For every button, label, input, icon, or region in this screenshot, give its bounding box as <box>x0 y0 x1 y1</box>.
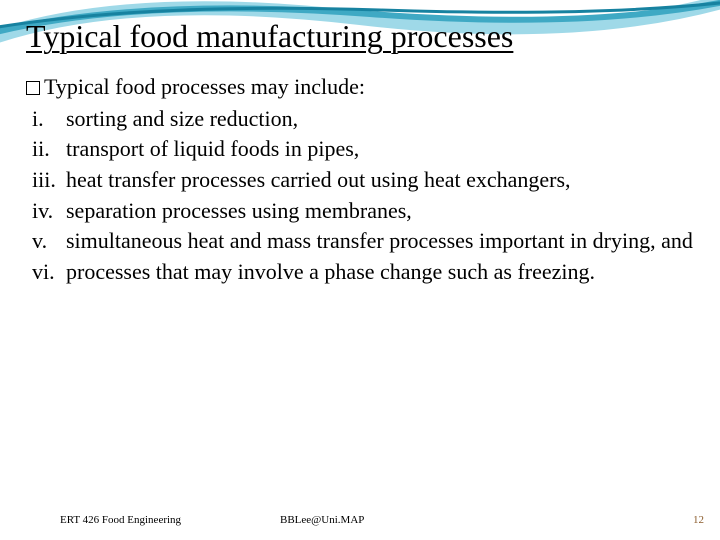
process-list: i. sorting and size reduction, ii. trans… <box>26 104 694 287</box>
footer-course: ERT 426 Food Engineering <box>60 514 181 526</box>
intro-line: Typical food processes may include: <box>26 72 694 102</box>
list-text: sorting and size reduction, <box>66 104 694 134</box>
slide-footer: ERT 426 Food Engineering BBLee@Uni.MAP 1… <box>0 504 720 526</box>
list-item: v. simultaneous heat and mass transfer p… <box>26 226 694 256</box>
list-text: heat transfer processes carried out usin… <box>66 165 694 195</box>
list-numeral: iii. <box>26 165 66 195</box>
list-item: iv. separation processes using membranes… <box>26 196 694 226</box>
list-text: simultaneous heat and mass transfer proc… <box>66 226 694 256</box>
list-text: transport of liquid foods in pipes, <box>66 134 694 164</box>
list-numeral: v. <box>26 226 66 256</box>
list-text: separation processes using membranes, <box>66 196 694 226</box>
list-text: processes that may involve a phase chang… <box>66 257 694 287</box>
list-numeral: ii. <box>26 134 66 164</box>
slide-title: Typical food manufacturing processes <box>26 18 513 55</box>
square-bullet-icon <box>26 81 40 95</box>
list-item: vi. processes that may involve a phase c… <box>26 257 694 287</box>
footer-page-number: 12 <box>693 514 704 526</box>
list-item: ii. transport of liquid foods in pipes, <box>26 134 694 164</box>
list-numeral: iv. <box>26 196 66 226</box>
list-item: iii. heat transfer processes carried out… <box>26 165 694 195</box>
list-item: i. sorting and size reduction, <box>26 104 694 134</box>
list-numeral: vi. <box>26 257 66 287</box>
footer-author: BBLee@Uni.MAP <box>280 514 364 526</box>
slide-body: Typical food processes may include: i. s… <box>26 72 694 288</box>
intro-text: Typical food processes may include: <box>44 74 365 99</box>
list-numeral: i. <box>26 104 66 134</box>
